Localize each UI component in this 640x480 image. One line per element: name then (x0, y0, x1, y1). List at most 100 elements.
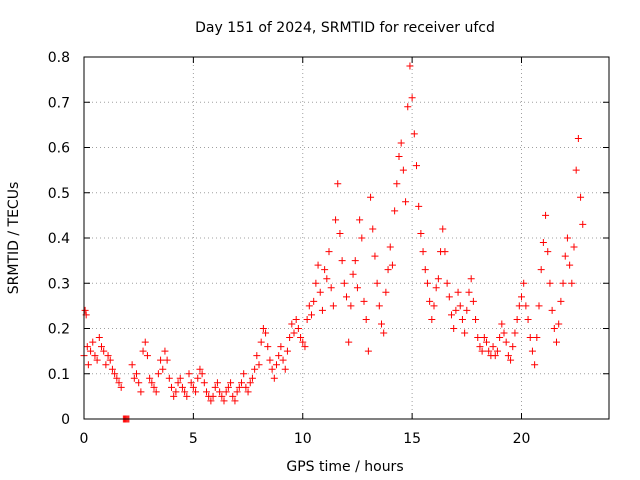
data-point (100, 347, 108, 355)
data-point (281, 365, 289, 373)
data-point (257, 338, 265, 346)
data-point (478, 347, 486, 355)
data-point (270, 374, 278, 382)
data-point (520, 279, 528, 287)
data-point (312, 279, 320, 287)
x-tick-label: 0 (80, 431, 89, 447)
plot-frame (83, 56, 610, 420)
data-point (113, 374, 121, 382)
data-point (157, 356, 165, 364)
data-point (535, 302, 543, 310)
data-point (135, 379, 143, 387)
data-point (393, 180, 401, 188)
data-point (347, 302, 355, 310)
data-point (154, 370, 162, 378)
data-point (391, 207, 399, 215)
data-point (343, 293, 350, 301)
data-point (443, 279, 451, 287)
data-point (572, 166, 580, 174)
data-point (496, 334, 504, 342)
data-point (218, 392, 226, 400)
data-point (531, 361, 539, 369)
data-point (273, 361, 280, 369)
data-point (327, 284, 335, 292)
y-axis-label: SRMTID / TECUs (6, 182, 22, 295)
y-tick-label: 0.1 (48, 367, 70, 383)
data-point (356, 216, 364, 224)
data-point (518, 293, 525, 301)
data-point (419, 248, 427, 256)
data-point (253, 352, 261, 360)
data-point (233, 388, 241, 396)
data-point (238, 379, 245, 387)
data-point (402, 198, 410, 206)
data-point (172, 388, 180, 396)
data-point (577, 193, 585, 201)
data-point (255, 361, 263, 369)
data-point (395, 153, 403, 161)
x-tick-label: 15 (403, 431, 421, 447)
y-tick-label: 0.4 (48, 231, 70, 247)
data-point (533, 334, 541, 342)
data-point (561, 252, 569, 260)
data-point (456, 302, 464, 310)
data-point (248, 374, 256, 382)
data-point (137, 388, 145, 396)
data-point (526, 334, 534, 342)
data-point (388, 261, 396, 269)
data-point (308, 311, 315, 319)
y-tick-label: 0.3 (48, 276, 70, 292)
data-point (286, 334, 294, 342)
data-point (509, 343, 517, 351)
y-tick-label: 0.6 (48, 141, 70, 157)
data-point (458, 315, 466, 323)
data-point (334, 180, 342, 188)
data-point (450, 325, 458, 332)
data-point (104, 352, 112, 360)
data-point (194, 374, 202, 382)
data-point (548, 306, 556, 314)
data-point (421, 266, 429, 274)
data-point (489, 343, 497, 351)
data-point (369, 225, 377, 233)
data-point (84, 361, 92, 369)
data-point (553, 338, 560, 346)
data-point (301, 343, 309, 351)
data-point (550, 325, 558, 332)
data-point (229, 392, 237, 400)
data-point (483, 338, 490, 346)
x-tick-label: 10 (294, 431, 312, 447)
data-point (555, 320, 563, 328)
data-point (89, 338, 97, 346)
data-point (83, 343, 91, 351)
data-point (511, 329, 519, 337)
data-point (305, 302, 313, 310)
data-point (384, 266, 392, 274)
data-point (515, 302, 523, 310)
data-point (181, 388, 189, 396)
data-point (329, 302, 337, 310)
data-point (461, 329, 469, 337)
data-point (544, 248, 552, 256)
data-point (279, 356, 287, 364)
data-point (386, 243, 394, 251)
data-point (275, 352, 283, 360)
data-point (546, 279, 554, 287)
data-point (568, 279, 576, 287)
data-point (513, 315, 521, 323)
data-point (364, 347, 372, 355)
data-point (434, 275, 442, 283)
data-point (432, 284, 440, 292)
data-point (474, 334, 482, 342)
data-point (493, 347, 501, 355)
y-tick-label: 0.5 (48, 186, 70, 202)
data-point (220, 397, 228, 405)
x-tick-label: 20 (513, 431, 531, 447)
y-tick-label: 0.2 (48, 322, 70, 338)
data-point (292, 315, 300, 323)
data-point (294, 325, 302, 332)
data-point (297, 334, 305, 342)
data-point (244, 388, 252, 396)
data-point (98, 343, 105, 351)
